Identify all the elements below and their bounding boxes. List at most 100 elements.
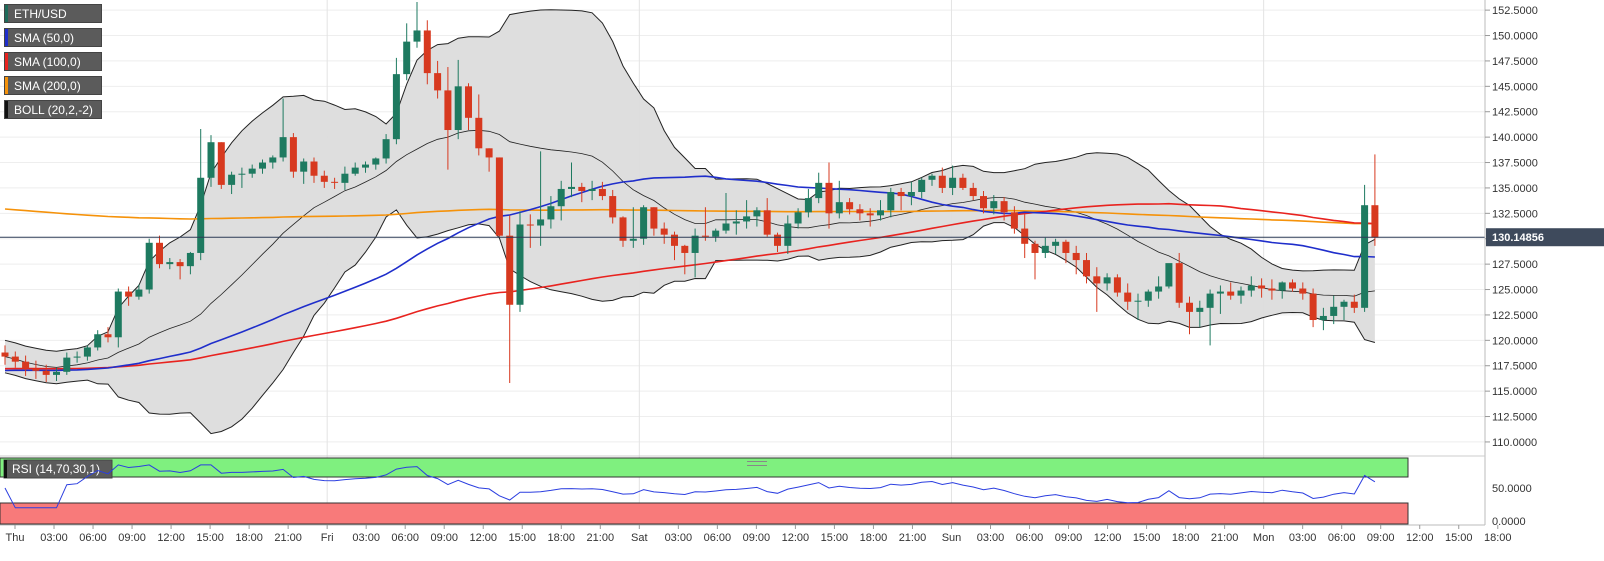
price-tick-label: 150.0000 <box>1492 31 1538 43</box>
time-tick-label: 18:00 <box>235 532 263 544</box>
candle-body <box>650 207 658 229</box>
candle-body <box>1258 285 1266 289</box>
candle-body <box>846 202 854 210</box>
time-tick-label: 06:00 <box>1328 532 1356 544</box>
candle-body <box>506 235 514 305</box>
candle-body <box>166 262 174 265</box>
candle-body <box>485 148 493 158</box>
time-tick-label: 15:00 <box>1133 532 1161 544</box>
candle-body <box>186 252 194 267</box>
time-tick-label: 06:00 <box>704 532 732 544</box>
candle-body <box>310 161 318 176</box>
price-tick-label: 127.5000 <box>1492 259 1538 271</box>
candle-body <box>269 157 277 163</box>
price-tick-label: 110.0000 <box>1492 437 1537 449</box>
candle-body <box>1165 263 1173 287</box>
candle-body <box>228 174 236 185</box>
candle-body <box>969 187 977 197</box>
candle-body <box>1021 228 1029 244</box>
legend-symbol[interactable]: ETH/USD <box>4 4 102 23</box>
legend-boll[interactable]: BOLL (20,2,-2) <box>4 100 102 119</box>
candle-body <box>1186 302 1193 312</box>
candle-body <box>681 245 689 253</box>
price-tick-label: 115.0000 <box>1492 386 1537 398</box>
rsi-legend-swatch <box>4 460 7 478</box>
legend-sma100-label: SMA (100,0) <box>14 54 81 69</box>
candle-body <box>73 356 81 358</box>
time-tick-label: 12:00 <box>782 532 810 544</box>
candle-body <box>1000 201 1008 213</box>
price-tick-label: 152.5000 <box>1492 5 1538 17</box>
time-tick-label: 03:00 <box>665 532 693 544</box>
candle-body <box>877 210 884 216</box>
candle-body <box>1216 291 1224 294</box>
candle-body <box>475 117 483 149</box>
last-price-label: 130.14856 <box>1492 232 1544 244</box>
candle-body <box>1093 276 1101 284</box>
candle-body <box>1319 315 1327 321</box>
candle-body <box>815 182 823 199</box>
candle-body <box>1083 260 1090 277</box>
candle-body <box>1289 282 1296 289</box>
candle-body <box>928 175 936 180</box>
candle-body <box>145 242 153 290</box>
candle-body <box>1 352 9 357</box>
time-tick-label: Thu <box>6 532 25 544</box>
candle-body <box>259 162 266 169</box>
candle-body <box>1041 245 1049 253</box>
price-tick-label: 135.0000 <box>1492 183 1538 195</box>
candle-body <box>207 142 215 178</box>
candle-body <box>1144 291 1152 301</box>
time-tick-label: Sat <box>631 532 648 544</box>
candle-body <box>856 209 864 214</box>
candle-body <box>671 234 678 246</box>
time-tick-label: 18:00 <box>860 532 888 544</box>
candle-body <box>1330 306 1338 316</box>
candle-body <box>83 347 91 357</box>
candle-body <box>1227 291 1235 296</box>
pane-splitter-handle[interactable] <box>747 461 767 466</box>
candle-body <box>289 137 297 172</box>
rsi-overbought-zone <box>0 457 1409 478</box>
legend-sma50[interactable]: SMA (50,0) <box>4 28 102 47</box>
candle-body <box>907 191 915 197</box>
candle-body <box>495 157 503 236</box>
candle-body <box>794 212 802 224</box>
candle-body <box>1072 252 1080 261</box>
candle-body <box>568 186 575 189</box>
candle-body <box>1237 290 1245 296</box>
time-tick-label: 15:00 <box>1445 532 1473 544</box>
legend-sma100[interactable]: SMA (100,0) <box>4 52 102 71</box>
candle-body <box>53 371 60 375</box>
candle-body <box>897 191 905 197</box>
candle-body <box>176 262 184 267</box>
price-tick-label: 145.0000 <box>1492 81 1538 93</box>
candle-body <box>1278 282 1286 291</box>
candle-body <box>331 181 339 183</box>
time-tick-label: 12:00 <box>469 532 497 544</box>
candle-body <box>248 168 256 174</box>
candle-body <box>1196 307 1204 312</box>
time-tick-label: 12:00 <box>157 532 185 544</box>
sma-50-line <box>4 175 1375 372</box>
candle-body <box>372 158 380 165</box>
candle-body <box>1247 285 1255 291</box>
legend-sma200[interactable]: SMA (200,0) <box>4 76 102 95</box>
candle-body <box>825 182 833 214</box>
time-tick-label: 15:00 <box>508 532 536 544</box>
candle-body <box>413 30 421 42</box>
time-tick-label: 03:00 <box>977 532 1005 544</box>
candle-body <box>588 188 596 191</box>
time-tick-label: Fri <box>321 532 334 544</box>
price-tick-label: 125.0000 <box>1492 285 1538 297</box>
candle-body <box>578 186 586 191</box>
time-tick-label: 06:00 <box>1016 532 1044 544</box>
candle-body <box>1134 300 1142 302</box>
candle-body <box>1062 241 1070 253</box>
time-tick-label: 06:00 <box>391 532 419 544</box>
rsi-oversold-zone <box>0 502 1409 525</box>
candle-body <box>609 196 617 218</box>
candle-body <box>722 223 730 231</box>
candle-body <box>320 175 328 182</box>
